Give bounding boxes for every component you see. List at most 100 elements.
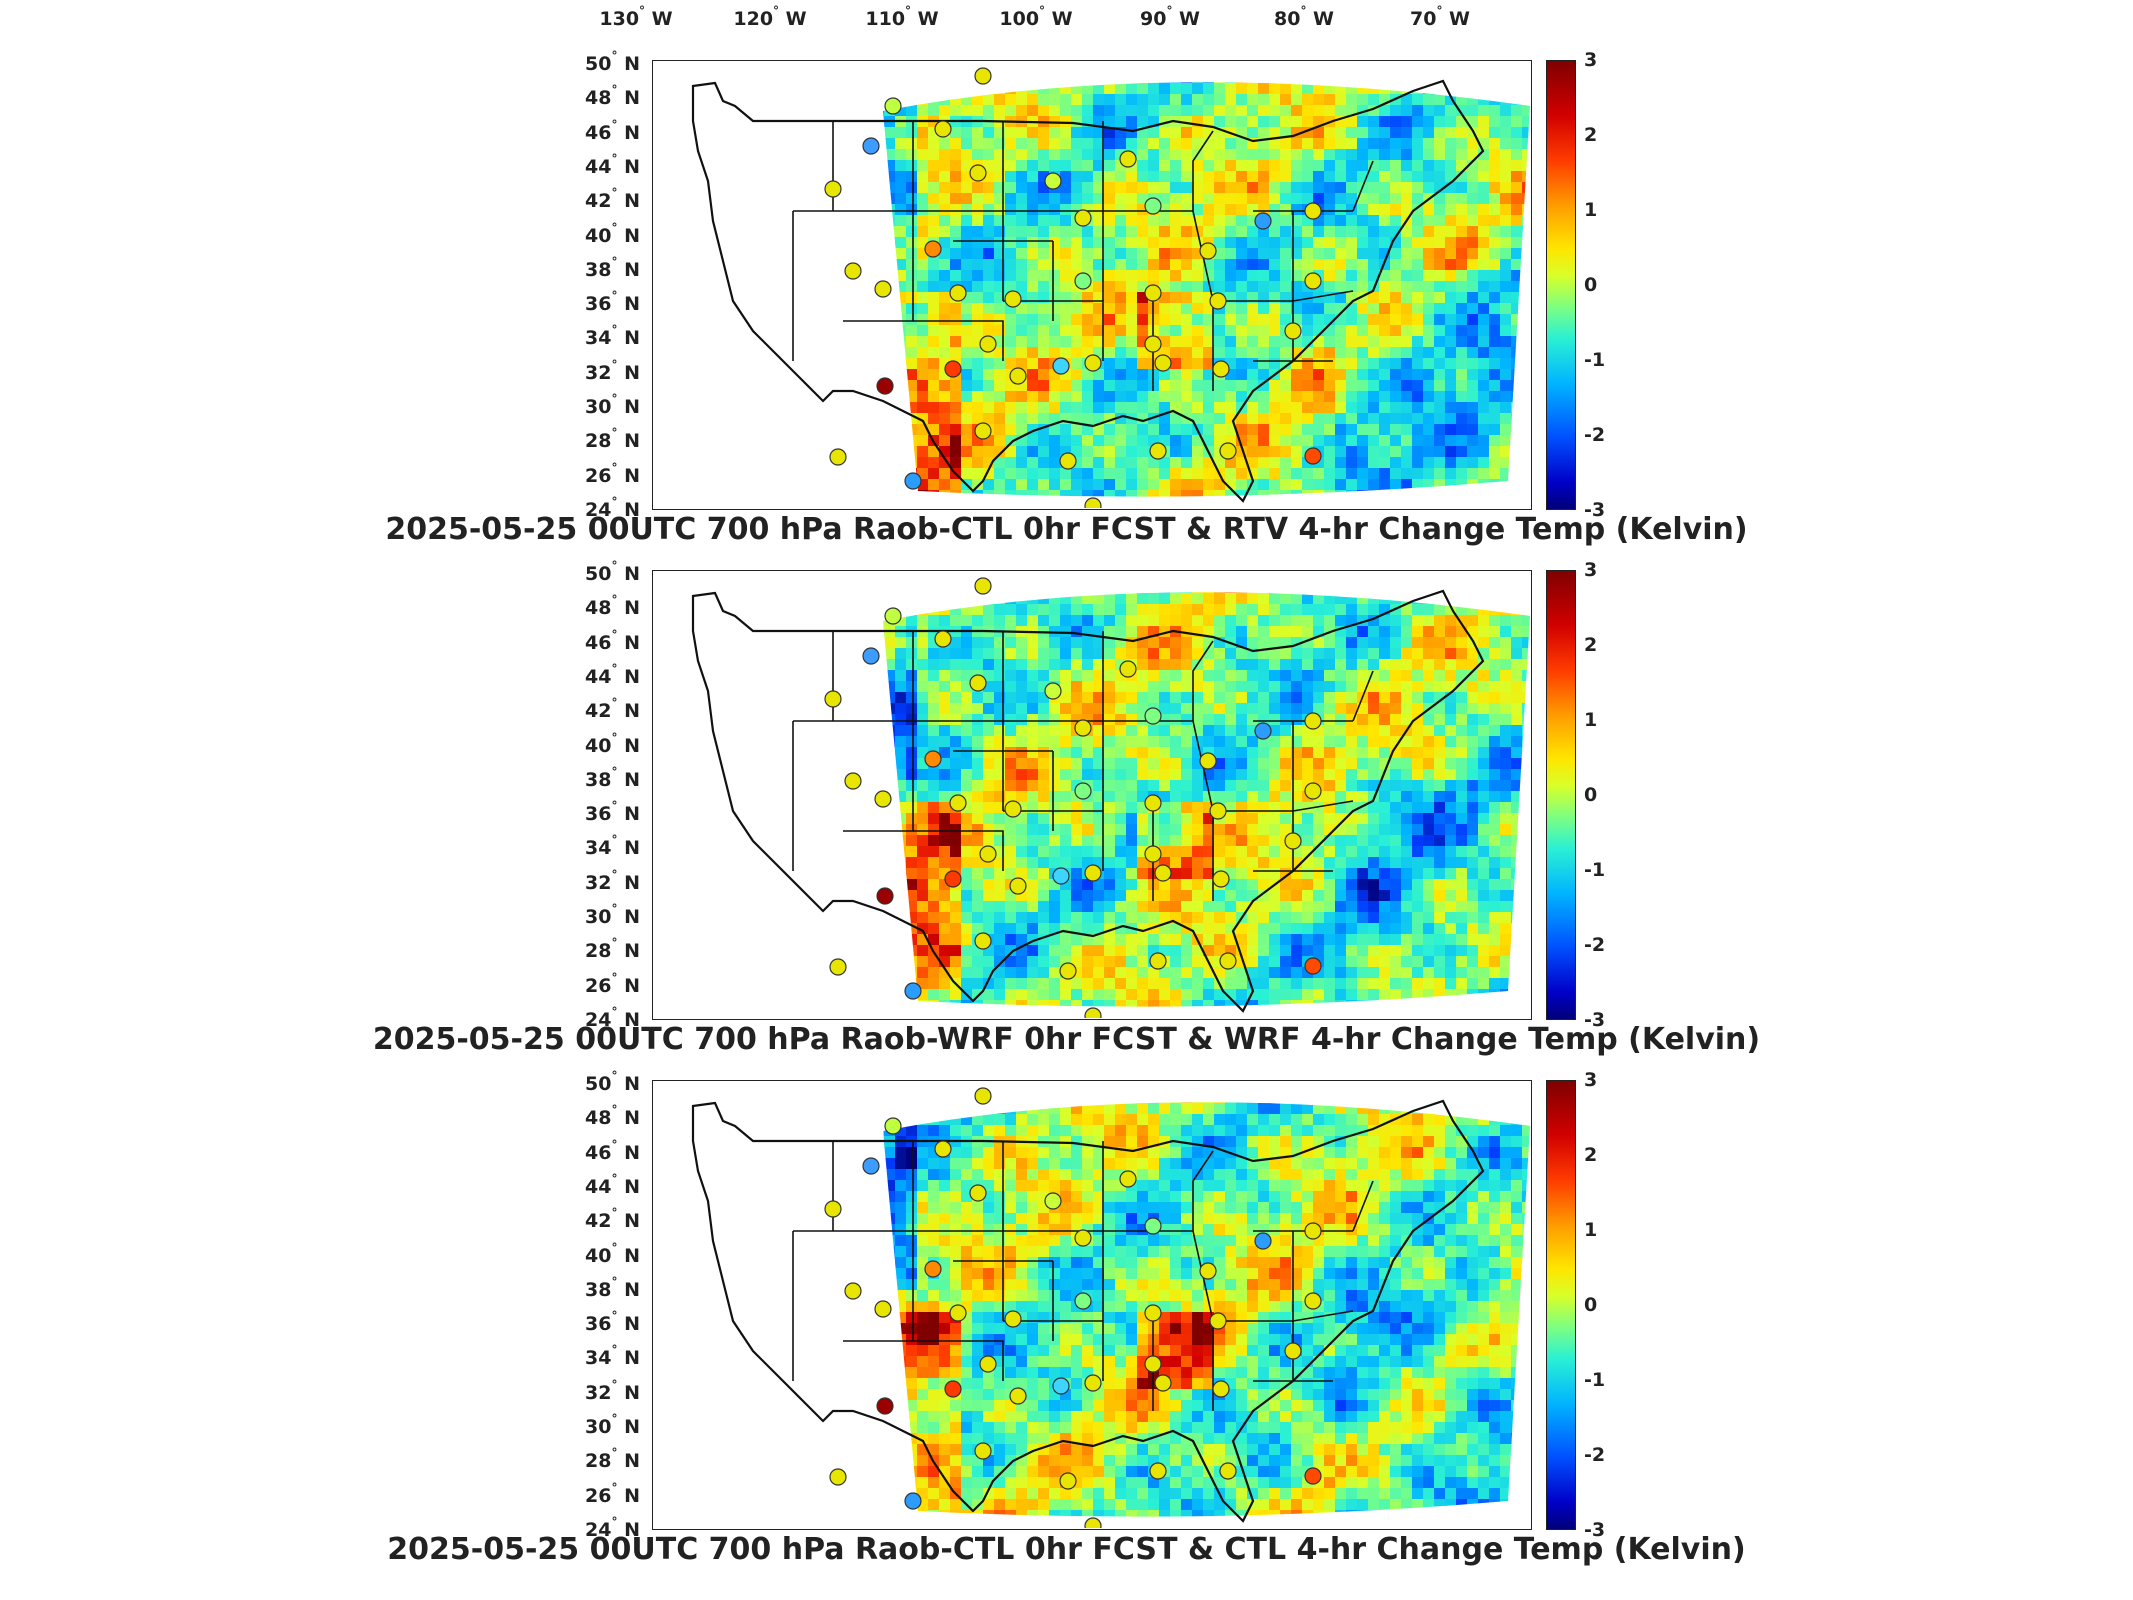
state-border — [1003, 810, 1104, 871]
raob-station — [944, 360, 962, 378]
raob-station — [1209, 802, 1227, 820]
colorbar-tick-3: 3 — [1584, 49, 1598, 71]
lat-label-36: 36° N — [585, 1309, 640, 1336]
state-border — [833, 720, 914, 832]
raob-station — [1084, 354, 1102, 372]
raob-station — [829, 958, 847, 976]
raob-station — [1009, 877, 1027, 895]
raob-station — [862, 137, 880, 155]
raob-station — [974, 67, 992, 85]
raob-station — [1284, 1342, 1302, 1360]
lat-label-44: 44° N — [585, 1171, 640, 1198]
raob-station — [1144, 1355, 1162, 1373]
raob-station — [924, 750, 942, 768]
raob-station — [1059, 962, 1077, 980]
temperature-field — [883, 592, 1530, 1007]
lat-label-28: 28° N — [585, 936, 640, 963]
lat-label-46: 46° N — [585, 627, 640, 654]
colorbar-tick--2: -2 — [1584, 424, 1606, 446]
lon-label-130: 130° W — [599, 4, 673, 30]
colorbar-tick-0: 0 — [1584, 274, 1598, 296]
colorbar-tick--3: -3 — [1584, 1009, 1606, 1031]
raob-station — [1144, 707, 1162, 725]
raob-station — [904, 982, 922, 1000]
state-border — [1003, 300, 1104, 361]
lat-label-26: 26° N — [585, 970, 640, 997]
raob-station — [844, 772, 862, 790]
raob-station — [1304, 447, 1322, 465]
raob-station — [974, 932, 992, 950]
state-border — [1192, 130, 1214, 211]
lat-label-50: 50° N — [585, 559, 640, 585]
raob-station — [1149, 1462, 1167, 1480]
raob-station — [1052, 867, 1070, 885]
lat-label-42: 42° N — [585, 696, 640, 723]
colorbar-tick--1: -1 — [1584, 349, 1606, 371]
lat-label-24: 24° N — [585, 1005, 640, 1031]
lat-label-48: 48° N — [585, 1103, 640, 1130]
colorbar-tick-2: 2 — [1584, 124, 1598, 146]
raob-station — [974, 1442, 992, 1460]
raob-station — [974, 1087, 992, 1105]
colorbar — [1546, 60, 1576, 510]
raob-station — [974, 422, 992, 440]
raob-station — [1119, 1170, 1137, 1188]
raob-station — [1009, 1387, 1027, 1405]
raob-station — [1154, 864, 1172, 882]
raob-station — [1154, 354, 1172, 372]
raob-station — [1119, 150, 1137, 168]
lat-label-44: 44° N — [585, 151, 640, 178]
raob-station — [904, 472, 922, 490]
temperature-field — [883, 82, 1530, 497]
colorbar-tick-2: 2 — [1584, 1144, 1598, 1166]
lon-label-100: 100° W — [999, 4, 1073, 30]
lat-label-42: 42° N — [585, 1206, 640, 1233]
raob-station — [1209, 292, 1227, 310]
raob-station — [969, 674, 987, 692]
raob-station — [1304, 782, 1322, 800]
raob-station — [1304, 272, 1322, 290]
colorbar-tick-1: 1 — [1584, 709, 1598, 731]
state-border — [1352, 670, 1374, 722]
raob-station — [1284, 832, 1302, 850]
map-panel-2: 50° N 48° N 46° N 44° N 42° N 40° N 38° N 36° N… — [0, 559, 2133, 1080]
raob-station — [862, 647, 880, 665]
raob-station — [1199, 1262, 1217, 1280]
raob-station — [876, 377, 894, 395]
coastline — [691, 79, 1485, 503]
lon-label-70: 70° W — [1409, 4, 1471, 30]
map-panel-1: 50° N 48° N 46° N 44° N 42° N 40° N 38° N 36° N… — [0, 49, 2133, 570]
raob-station — [969, 164, 987, 182]
lat-label-38: 38° N — [585, 1274, 640, 1301]
state-border — [1352, 1180, 1374, 1232]
coastline — [691, 589, 1485, 1013]
raob-station — [1212, 1380, 1230, 1398]
raob-station — [979, 335, 997, 353]
lon-label-80: 80° W — [1273, 4, 1335, 30]
raob-station — [824, 180, 842, 198]
raob-station — [1119, 660, 1137, 678]
lat-label-38: 38° N — [585, 764, 640, 791]
lat-label-26: 26° N — [585, 460, 640, 487]
lat-label-24: 24° N — [585, 495, 640, 521]
colorbar-tick--2: -2 — [1584, 934, 1606, 956]
state-border — [1192, 640, 1214, 721]
raob-station — [874, 790, 892, 808]
colorbar-tick-2: 2 — [1584, 634, 1598, 656]
raob-station — [1084, 1374, 1102, 1392]
raob-station — [1209, 1312, 1227, 1330]
lat-label-34: 34° N — [585, 833, 640, 860]
colorbar — [1546, 1080, 1576, 1530]
raob-station — [924, 1260, 942, 1278]
raob-station — [1044, 1192, 1062, 1210]
raob-station — [974, 577, 992, 595]
raob-station — [884, 97, 902, 115]
lon-label-110: 110° W — [865, 4, 939, 30]
colorbar — [1546, 570, 1576, 1020]
raob-station — [949, 1304, 967, 1322]
coastline — [691, 1099, 1485, 1523]
raob-station — [1074, 209, 1092, 227]
raob-station — [1199, 242, 1217, 260]
raob-station — [1074, 1292, 1092, 1310]
